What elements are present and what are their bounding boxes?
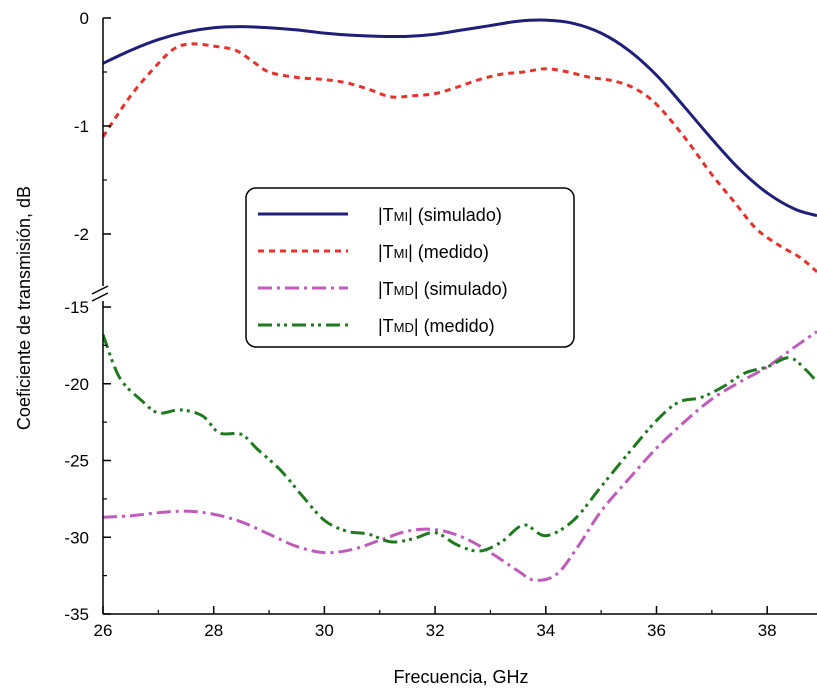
series-line-4 xyxy=(103,334,817,553)
x-tick-label: 34 xyxy=(536,621,555,640)
x-tick-label: 28 xyxy=(204,621,223,640)
series-line-3 xyxy=(103,330,817,582)
series-line-1 xyxy=(103,18,817,218)
axis-break-mark-2 xyxy=(91,292,109,302)
x-tick-label: 32 xyxy=(426,621,445,640)
y-upper-tick-label: -1 xyxy=(74,117,89,136)
y-axis-title: Coeficiente de transmisión, dB xyxy=(14,186,34,430)
legend-items: |TMI| (simulado) |TMI| (medido) |TMD| (sim… xyxy=(258,205,508,336)
axes-layer: 26 28 30 32 34 36 38 0 -1 -2 -15 -20 -25 -30 -35 xyxy=(64,9,817,640)
y-lower-tick-label: -30 xyxy=(64,528,89,547)
x-tick-label: 30 xyxy=(315,621,334,640)
x-tick-label: 38 xyxy=(758,621,777,640)
legend-box xyxy=(245,187,575,348)
legend-label-4: |TMD| (medido) xyxy=(378,316,495,336)
y-upper-tick-label: -2 xyxy=(74,225,89,244)
x-tick-label: 36 xyxy=(647,621,666,640)
y-lower-tick-label: -35 xyxy=(64,605,89,624)
series-layer xyxy=(103,18,817,582)
series-line-2 xyxy=(103,42,817,273)
legend-label-3: |TMD| (simulado) xyxy=(378,279,508,299)
legend: |TMI| (simulado) |TMI| (medido) |TMD| (sim… xyxy=(245,187,575,348)
x-axis-title: Frecuencia, GHz xyxy=(393,667,528,687)
axis-break-mark-1 xyxy=(91,285,109,295)
legend-label-2: |TMI| (medido) xyxy=(378,242,489,262)
y-lower-tick-label: -25 xyxy=(64,452,89,471)
y-lower-tick-label: -15 xyxy=(64,298,89,317)
legend-label-1: |TMI| (simulado) xyxy=(378,205,502,225)
x-tick-label: 26 xyxy=(94,621,113,640)
y-upper-tick-label: 0 xyxy=(80,9,89,28)
y-lower-tick-label: -20 xyxy=(64,375,89,394)
